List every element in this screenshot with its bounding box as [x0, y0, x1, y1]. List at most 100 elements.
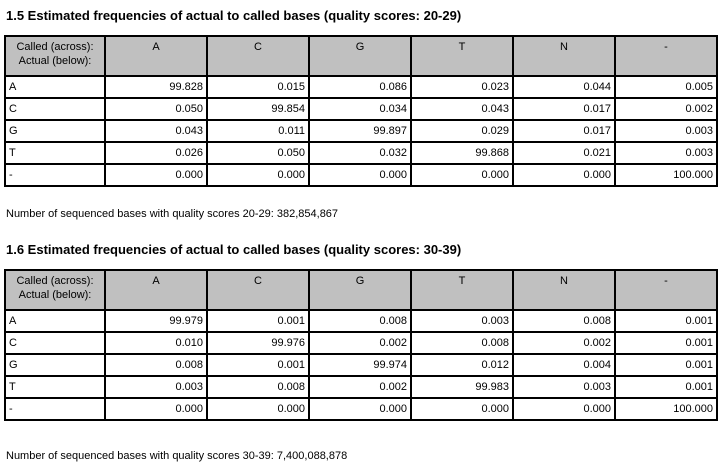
freq-cell: 0.001	[615, 354, 717, 376]
freq-cell: 0.050	[105, 98, 207, 120]
column-header-N: N	[513, 36, 615, 76]
freq-cell: 99.979	[105, 310, 207, 332]
freq-cell: 99.983	[411, 376, 513, 398]
freq-cell: 0.004	[513, 354, 615, 376]
column-header-C: C	[207, 36, 309, 76]
section-quality-20-29: 1.5 Estimated frequencies of actual to c…	[4, 8, 722, 221]
column-header-T: T	[411, 270, 513, 310]
freq-cell: 0.008	[411, 332, 513, 354]
row-label: G	[5, 354, 105, 376]
freq-cell: 0.002	[309, 376, 411, 398]
freq-cell: 0.023	[411, 76, 513, 98]
section-heading-30-39: 1.6 Estimated frequencies of actual to c…	[6, 242, 462, 257]
freq-cell: 0.029	[411, 120, 513, 142]
section-quality-30-39: 1.6 Estimated frequencies of actual to c…	[4, 242, 722, 463]
row-label: C	[5, 98, 105, 120]
table-row: A 99.828 0.015 0.086 0.023 0.044 0.005	[5, 76, 717, 98]
table-row: A 99.979 0.001 0.008 0.003 0.008 0.001	[5, 310, 717, 332]
corner-header: Called (across): Actual (below):	[5, 270, 105, 310]
freq-cell: 0.043	[105, 120, 207, 142]
freq-cell: 0.010	[105, 332, 207, 354]
column-header-A: A	[105, 270, 207, 310]
row-label: A	[5, 310, 105, 332]
freq-cell: 0.001	[615, 332, 717, 354]
freq-cell: 0.015	[207, 76, 309, 98]
table-row: G 0.043 0.011 99.897 0.029 0.017 0.003	[5, 120, 717, 142]
freq-cell: 0.050	[207, 142, 309, 164]
freq-cell: 0.000	[513, 164, 615, 186]
freq-cell: 0.000	[309, 164, 411, 186]
freq-cell: 100.000	[615, 164, 717, 186]
freq-table-30-39: Called (across): Actual (below): A C G T…	[4, 269, 718, 421]
freq-cell: 0.000	[207, 164, 309, 186]
corner-header-line2: Actual (below):	[18, 289, 92, 301]
row-label: T	[5, 376, 105, 398]
freq-cell: 0.011	[207, 120, 309, 142]
freq-cell: 0.002	[513, 332, 615, 354]
freq-cell: 0.002	[309, 332, 411, 354]
freq-cell: 0.017	[513, 98, 615, 120]
freq-cell: 0.000	[309, 398, 411, 420]
freq-cell: 99.854	[207, 98, 309, 120]
footnote-30-39: Number of sequenced bases with quality s…	[6, 450, 348, 462]
freq-cell: 100.000	[615, 398, 717, 420]
freq-cell: 0.043	[411, 98, 513, 120]
freq-cell: 0.003	[615, 142, 717, 164]
freq-cell: 0.026	[105, 142, 207, 164]
freq-cell: 0.034	[309, 98, 411, 120]
freq-cell: 0.044	[513, 76, 615, 98]
table-row: C 0.050 99.854 0.034 0.043 0.017 0.002	[5, 98, 717, 120]
column-header-N: N	[513, 270, 615, 310]
freq-cell: 0.000	[105, 164, 207, 186]
freq-cell: 0.008	[105, 354, 207, 376]
column-header-dash: -	[615, 36, 717, 76]
freq-cell: 0.017	[513, 120, 615, 142]
freq-cell: 0.000	[411, 398, 513, 420]
freq-cell: 0.000	[207, 398, 309, 420]
freq-cell: 0.003	[411, 310, 513, 332]
freq-cell: 0.012	[411, 354, 513, 376]
column-header-T: T	[411, 36, 513, 76]
row-label: T	[5, 142, 105, 164]
row-label: A	[5, 76, 105, 98]
freq-cell: 0.001	[615, 376, 717, 398]
freq-cell: 99.974	[309, 354, 411, 376]
table-header: Called (across): Actual (below): A C G T…	[5, 270, 717, 310]
table-row: G 0.008 0.001 99.974 0.012 0.004 0.001	[5, 354, 717, 376]
table-row: T 0.026 0.050 0.032 99.868 0.021 0.003	[5, 142, 717, 164]
freq-cell: 99.897	[309, 120, 411, 142]
corner-header: Called (across): Actual (below):	[5, 36, 105, 76]
table-row: - 0.000 0.000 0.000 0.000 0.000 100.000	[5, 398, 717, 420]
freq-cell: 99.828	[105, 76, 207, 98]
freq-cell: 0.008	[207, 376, 309, 398]
row-label: C	[5, 332, 105, 354]
table-header: Called (across): Actual (below): A C G T…	[5, 36, 717, 76]
freq-cell: 99.868	[411, 142, 513, 164]
freq-cell: 0.000	[513, 398, 615, 420]
freq-cell: 0.002	[615, 98, 717, 120]
section-heading-20-29: 1.5 Estimated frequencies of actual to c…	[6, 8, 462, 23]
table-row: T 0.003 0.008 0.002 99.983 0.003 0.001	[5, 376, 717, 398]
table-row: C 0.010 99.976 0.002 0.008 0.002 0.001	[5, 332, 717, 354]
freq-cell: 0.001	[615, 310, 717, 332]
freq-cell: 0.005	[615, 76, 717, 98]
freq-cell: 0.008	[309, 310, 411, 332]
corner-header-line2: Actual (below):	[18, 55, 92, 67]
freq-table-20-29: Called (across): Actual (below): A C G T…	[4, 35, 718, 187]
header-row: Called (across): Actual (below): A C G T…	[5, 270, 717, 310]
table-row: - 0.000 0.000 0.000 0.000 0.000 100.000	[5, 164, 717, 186]
header-row: Called (across): Actual (below): A C G T…	[5, 36, 717, 76]
freq-cell: 0.000	[411, 164, 513, 186]
freq-cell: 0.008	[513, 310, 615, 332]
corner-header-line1: Called (across):	[16, 41, 94, 53]
column-header-G: G	[309, 270, 411, 310]
freq-cell: 0.000	[105, 398, 207, 420]
freq-cell: 0.003	[615, 120, 717, 142]
row-label: G	[5, 120, 105, 142]
footnote-20-29: Number of sequenced bases with quality s…	[6, 208, 339, 220]
freq-cell: 0.021	[513, 142, 615, 164]
column-header-dash: -	[615, 270, 717, 310]
row-label: -	[5, 398, 105, 420]
column-header-A: A	[105, 36, 207, 76]
